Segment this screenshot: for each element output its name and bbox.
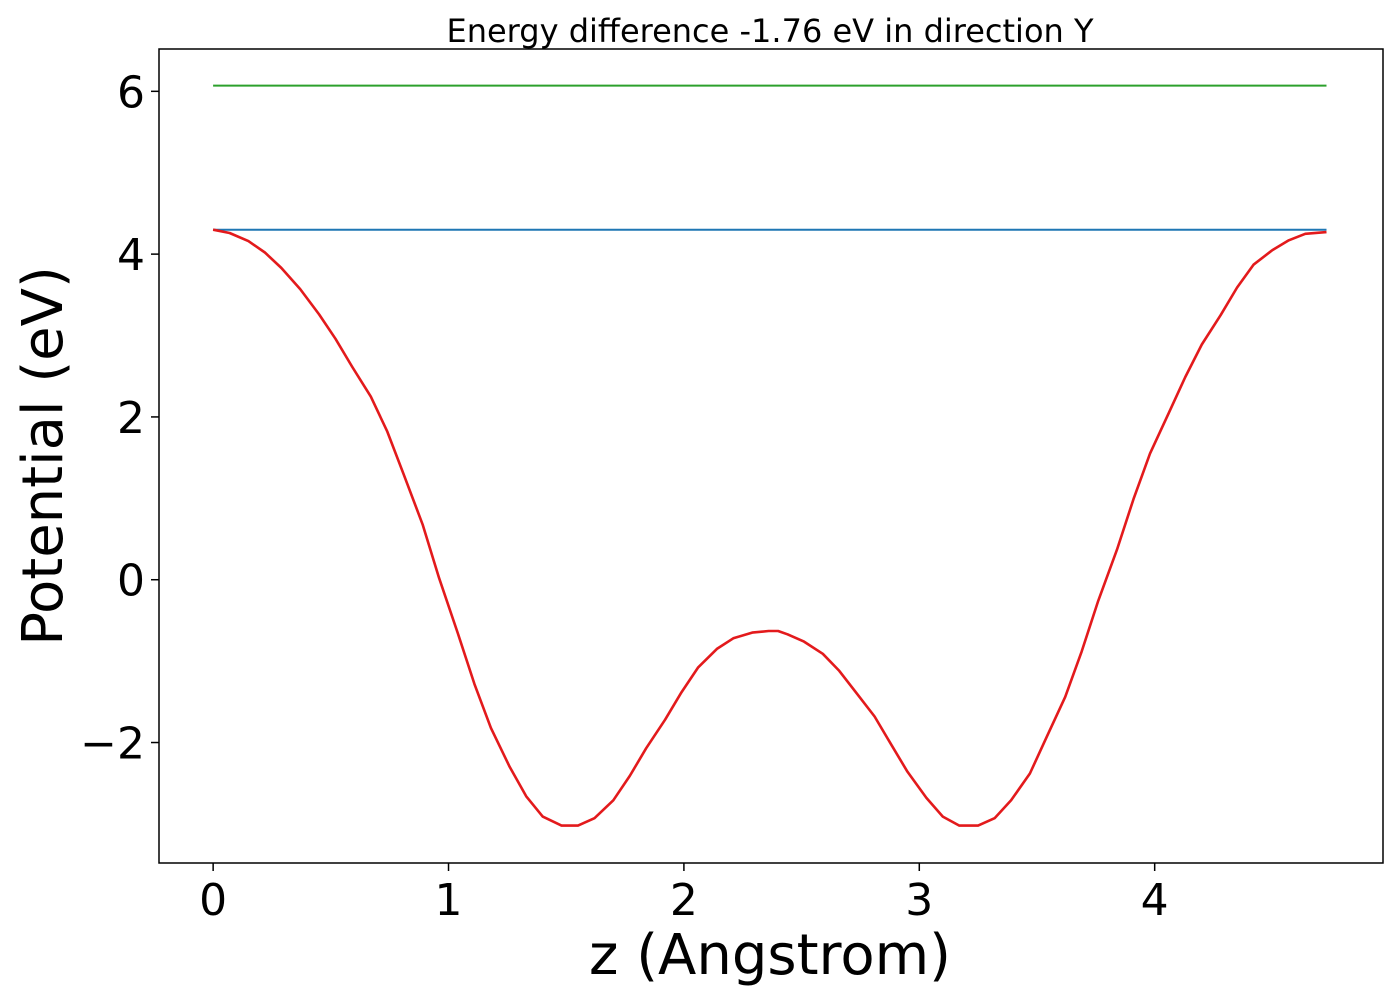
y-axis-label: Potential (eV) [11, 266, 76, 646]
series-layer [212, 84, 1327, 827]
x-tick-label: 3 [905, 875, 933, 926]
y-tick-label: 6 [117, 67, 145, 118]
x-tick-label: 4 [1141, 875, 1169, 926]
x-tick-label: 0 [199, 875, 227, 926]
x-axis-label: z (Angstrom) [589, 923, 951, 988]
plot-area-frame [158, 48, 1384, 864]
x-tick-label: 2 [670, 875, 698, 926]
chart-title: Energy difference -1.76 eV in direction … [446, 12, 1093, 50]
y-tick-label: 0 [117, 556, 145, 607]
y-axis-ticks: −2 0 2 4 6 [80, 67, 159, 770]
series-line-2 [212, 228, 1327, 827]
x-tick-label: 1 [435, 875, 463, 926]
y-tick-label: 4 [117, 230, 145, 281]
y-tick-label: 2 [117, 393, 145, 444]
y-tick-label: −2 [80, 719, 145, 770]
x-axis-ticks: 0 1 2 3 4 [199, 863, 1169, 926]
